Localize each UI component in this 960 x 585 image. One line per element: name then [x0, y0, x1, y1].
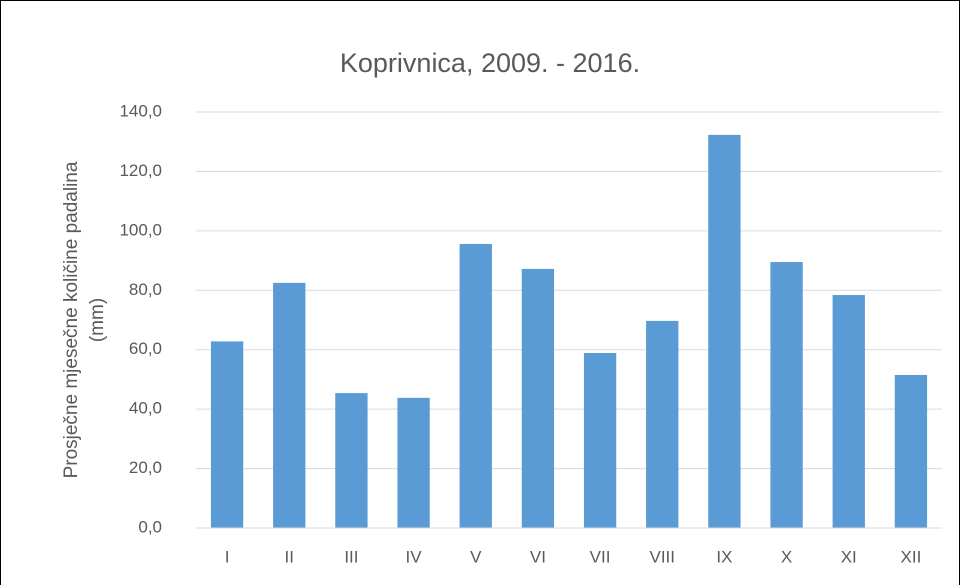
y-tick-label: 20,0: [129, 458, 162, 477]
bar: [521, 268, 555, 528]
y-tick-label: 60,0: [129, 339, 162, 358]
bar: [770, 262, 803, 528]
x-tick-label: II: [285, 547, 294, 566]
x-tick-label: XI: [841, 547, 857, 566]
chart-title: Koprivnica, 2009. - 2016.: [340, 48, 640, 78]
x-tick-label: IX: [716, 547, 732, 566]
bar: [708, 134, 741, 528]
y-tick-label: 80,0: [129, 280, 162, 299]
y-axis-label: (mm): [87, 298, 108, 342]
bar: [583, 352, 617, 528]
x-tick-label: VI: [530, 547, 546, 566]
bar: [273, 282, 306, 528]
x-tick-label: VII: [590, 547, 611, 566]
bar: [335, 393, 368, 528]
y-tick-label: 0,0: [138, 517, 162, 536]
x-tick-label: V: [470, 547, 482, 566]
x-tick-label: IV: [406, 547, 423, 566]
bar: [832, 295, 865, 528]
y-tick-label: 40,0: [129, 399, 162, 418]
x-tick-label: III: [344, 547, 358, 566]
x-tick-label: VIII: [649, 547, 675, 566]
bar: [210, 341, 244, 528]
bar: [459, 243, 492, 528]
y-axis-label: Prosječne mjesečne količine padalina: [61, 161, 82, 478]
bar: [894, 374, 928, 528]
y-tick-label: 100,0: [119, 220, 162, 239]
x-tick-label: I: [225, 547, 230, 566]
x-tick-label: XII: [901, 547, 922, 566]
y-tick-label: 140,0: [119, 101, 162, 120]
bar: [397, 397, 430, 528]
x-tick-label: X: [781, 547, 792, 566]
bar: [646, 320, 679, 528]
y-tick-label: 120,0: [119, 161, 162, 180]
